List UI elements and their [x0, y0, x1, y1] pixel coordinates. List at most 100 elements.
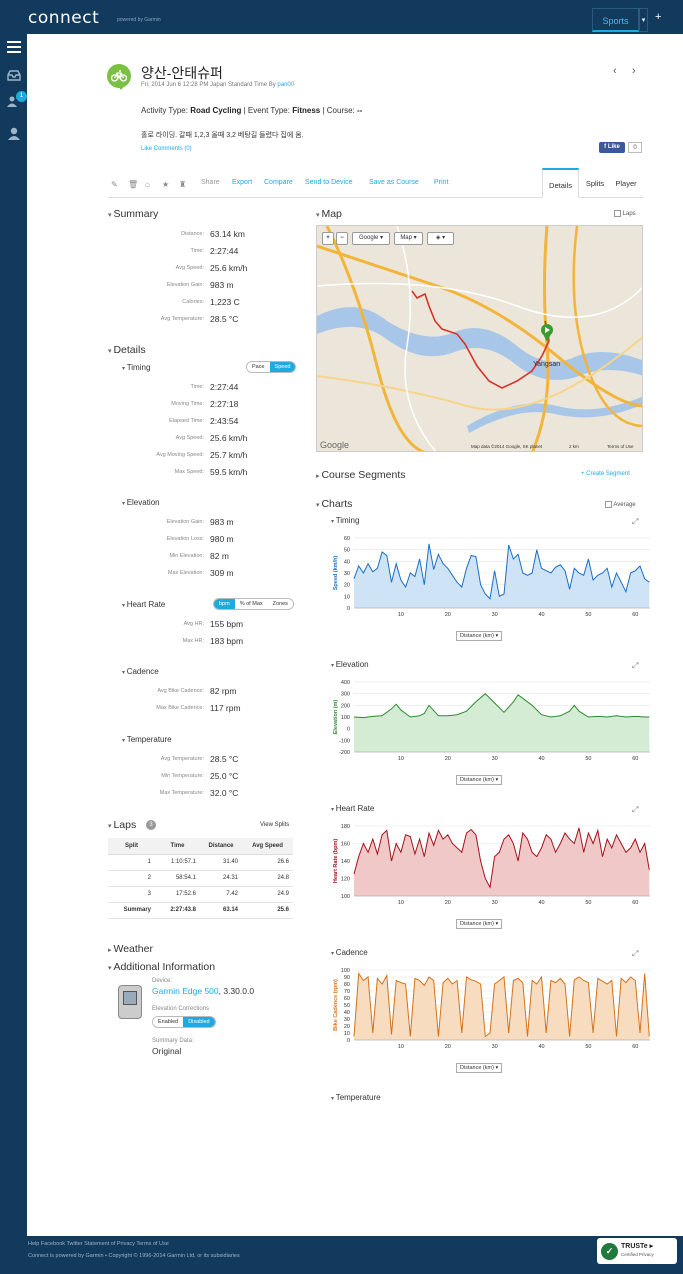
connections-icon[interactable] — [6, 94, 22, 108]
map-header[interactable]: Map — [316, 208, 341, 220]
chart-svg[interactable]: 0 10 20 30 40 50 60 10 20 30 40 50 60 Speed (km/h) — [329, 534, 656, 624]
speed-option[interactable]: Speed — [269, 362, 296, 372]
additional-info-header[interactable]: Additional Information — [108, 961, 215, 973]
footer-privacy-link[interactable]: Statement of Privacy — [84, 1241, 135, 1247]
average-option[interactable]: Average — [605, 501, 636, 508]
x-axis-select[interactable]: Distance (km) ▾ — [456, 1063, 503, 1073]
percent-max-option[interactable]: % of Max — [234, 599, 268, 609]
chart-title[interactable]: Heart Rate — [331, 804, 375, 813]
chart-title[interactable]: Cadence — [331, 948, 368, 957]
footer-help-link[interactable]: Help — [28, 1241, 40, 1247]
disabled-option[interactable]: Disabled — [183, 1017, 215, 1027]
start-marker[interactable] — [541, 324, 553, 342]
expand-chart-icon[interactable]: ⤢ — [632, 661, 639, 670]
timing-header[interactable]: Timing — [122, 363, 151, 372]
bpm-option[interactable]: bpm — [214, 599, 235, 609]
course-segments-header[interactable]: Course Segments — [316, 469, 405, 481]
next-activity-icon[interactable]: › — [632, 65, 636, 77]
route-map[interactable]: Yangsan Google Map data ©2014 Google, SK… — [316, 225, 643, 452]
temperature-chart-header[interactable]: Temperature — [331, 1093, 381, 1102]
share-link[interactable]: Share — [201, 179, 220, 186]
prev-activity-icon[interactable]: ‹ — [613, 65, 617, 77]
pace-option[interactable]: Pace — [247, 362, 270, 372]
print-link[interactable]: Print — [434, 179, 449, 186]
map-canvas[interactable]: Yangsan Google Map data ©2014 Google, SK… — [317, 226, 643, 452]
truste-badge[interactable]: ✓ TRUSTe ▸ Certified Privacy — [597, 1238, 677, 1264]
zoom-out-button[interactable]: − — [336, 232, 348, 245]
lap-row[interactable]: 1 1:10:57.1 31.40 26.6 — [108, 854, 293, 871]
device-link[interactable]: Garmin Edge 500 — [152, 986, 219, 996]
weather-header[interactable]: Weather — [108, 943, 153, 955]
enabled-option[interactable]: Enabled — [153, 1017, 184, 1027]
laps-header[interactable]: Laps — [108, 819, 136, 831]
profile-icon[interactable] — [6, 126, 22, 140]
footer-terms-link[interactable]: Terms of Use — [136, 1241, 169, 1247]
delete-icon[interactable]: 🗑 — [128, 180, 139, 189]
chart-svg[interactable]: -200 -100 0 100 200 300 400 10 20 30 40 50 60 Elevati… — [329, 678, 656, 768]
col-split[interactable]: Split — [108, 838, 155, 855]
compare-link[interactable]: Compare — [264, 179, 293, 186]
favorite-star-icon[interactable]: ★ — [162, 180, 170, 189]
gear-icon[interactable]: ⌂ — [145, 180, 150, 189]
edit-icon[interactable]: ✎ — [111, 180, 118, 189]
zoom-in-button[interactable]: + — [322, 232, 334, 245]
tab-details[interactable]: Details — [542, 168, 579, 198]
inbox-icon[interactable] — [6, 68, 22, 82]
connect-logo[interactable]: connect — [28, 8, 100, 28]
charts-header[interactable]: Charts — [316, 498, 352, 510]
trophy-icon[interactable]: ♜ — [179, 180, 187, 189]
save-as-course-link[interactable]: Save as Course — [369, 179, 419, 186]
export-link[interactable]: Export — [232, 179, 253, 186]
map-terms-link[interactable]: Terms of Use — [607, 444, 634, 449]
lap-row[interactable]: 3 17:52.6 7.42 24.9 — [108, 886, 293, 903]
chart-title[interactable]: Elevation — [331, 660, 369, 669]
sports-tab[interactable]: Sports — [592, 8, 639, 32]
user-link[interactable]: pan00 — [277, 82, 295, 88]
expand-chart-icon[interactable]: ⤢ — [632, 949, 639, 958]
x-axis-select[interactable]: Distance (km) ▾ — [456, 919, 503, 929]
map-type-select[interactable]: Map ▾ — [394, 232, 423, 245]
course-value[interactable]: -- — [357, 106, 363, 115]
footer-twitter-link[interactable]: Twitter — [66, 1241, 83, 1247]
map-laps-option[interactable]: Laps — [614, 210, 636, 217]
facebook-like-button[interactable]: f Like — [599, 142, 625, 153]
series-line[interactable] — [353, 693, 650, 719]
view-splits-link[interactable]: View Splits — [260, 822, 290, 828]
x-axis-select[interactable]: Distance (km) ▾ — [456, 775, 503, 785]
summary-header[interactable]: Summary — [108, 208, 158, 220]
series-line[interactable] — [353, 827, 650, 889]
details-header[interactable]: Details — [108, 344, 145, 356]
col-avg-speed[interactable]: Avg Speed — [242, 838, 293, 855]
activity-description[interactable]: 홀로 라이딩. 갈때 1,2,3 올때 3,2 베탕길 들렸다 집에 옴. — [141, 132, 304, 139]
sports-dropdown-caret[interactable]: ▾ — [639, 8, 648, 32]
activity-type-value[interactable]: Road Cycling — [190, 106, 242, 115]
average-checkbox[interactable] — [605, 501, 612, 508]
lap-row[interactable]: 2 58:54.1 24.31 24.8 — [108, 870, 293, 887]
chart-svg[interactable]: 100 120 140 160 180 10 20 30 40 50 60 Heart Rate (b… — [329, 822, 656, 912]
x-axis-select[interactable]: Distance (km) ▾ — [456, 631, 503, 641]
expand-chart-icon[interactable]: ⤢ — [632, 517, 639, 526]
series-line[interactable] — [353, 543, 650, 600]
zones-option[interactable]: Zones — [267, 599, 293, 609]
temperature-header[interactable]: Temperature — [122, 735, 172, 744]
send-to-device-link[interactable]: Send to Device — [305, 179, 353, 186]
like-comments-link[interactable]: Like Comments (0) — [141, 146, 192, 152]
series-line[interactable] — [353, 972, 650, 1038]
col-time[interactable]: Time — [155, 838, 200, 855]
elevation-header[interactable]: Elevation — [122, 498, 160, 507]
tab-splits[interactable]: Splits — [585, 179, 605, 188]
heart-rate-header[interactable]: Heart Rate — [122, 600, 166, 609]
create-segment-link[interactable]: + Create Segment — [581, 471, 630, 477]
chart-title[interactable]: Timing — [331, 516, 360, 525]
laps-checkbox[interactable] — [614, 210, 621, 217]
map-provider-select[interactable]: Google ▾ — [352, 232, 390, 245]
cadence-header[interactable]: Cadence — [122, 667, 159, 676]
menu-icon[interactable] — [6, 40, 22, 54]
lap-row[interactable]: Summary 2:27:43.8 63.14 25.6 — [108, 902, 293, 919]
map-layers-button[interactable]: ◈ ▾ — [427, 232, 454, 245]
add-button[interactable]: + — [655, 11, 662, 23]
event-type-value[interactable]: Fitness — [292, 106, 321, 115]
activity-title[interactable]: 양산-안태슈퍼 — [141, 65, 223, 81]
col-distance[interactable]: Distance — [200, 838, 242, 855]
